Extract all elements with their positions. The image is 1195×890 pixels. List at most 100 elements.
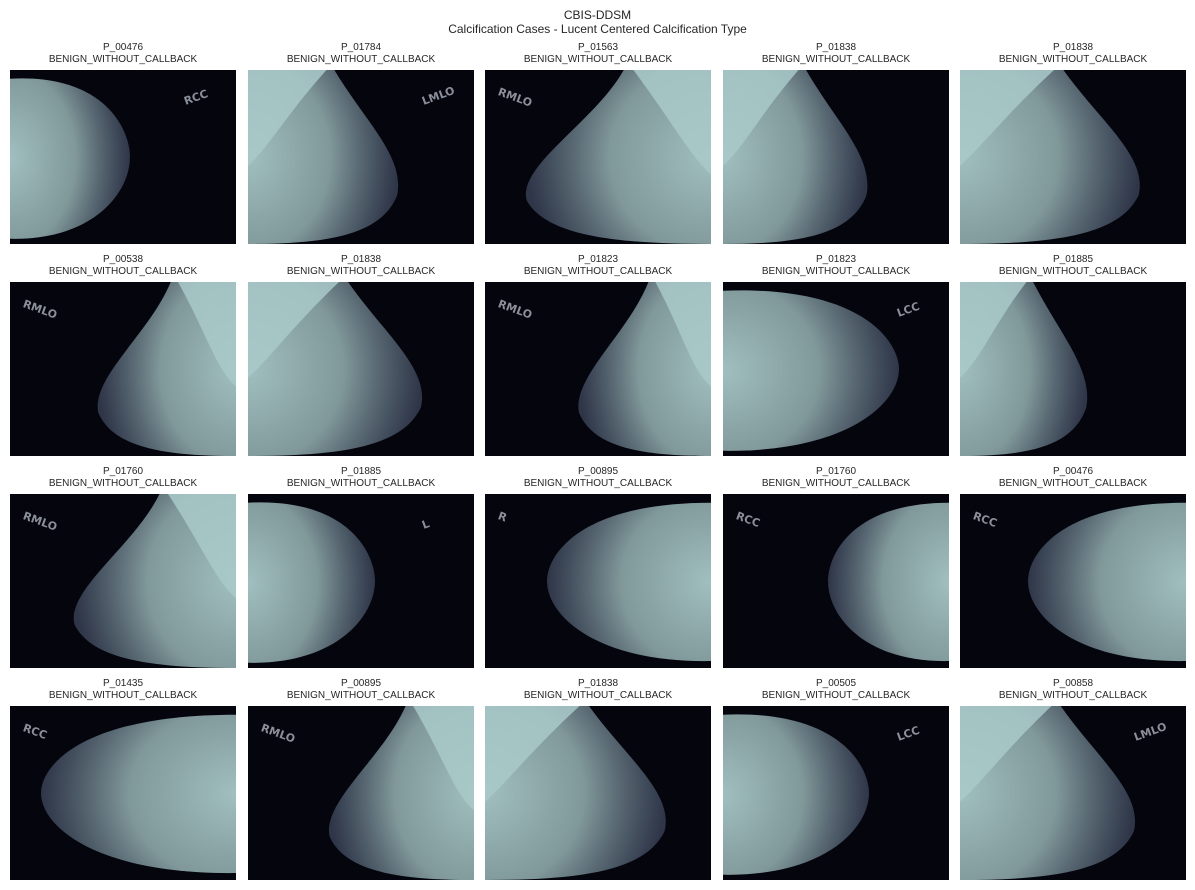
mammogram-image [485,706,711,880]
panel-patient-id: P_01563 [485,42,711,54]
panel-pathology: BENIGN_WITHOUT_CALLBACK [10,54,236,66]
panel-pathology: BENIGN_WITHOUT_CALLBACK [10,266,236,278]
panel-patient-id: P_01885 [248,466,474,478]
panel-pathology: BENIGN_WITHOUT_CALLBACK [10,478,236,490]
mammogram-svg [960,70,1186,244]
mammogram-svg [485,706,711,880]
mammogram-panel: P_01760 BENIGN_WITHOUT_CALLBACK RMLO [10,466,236,489]
mammogram-panel: P_00858 BENIGN_WITHOUT_CALLBACK LMLO [960,678,1186,701]
mammogram-image: RCC [723,494,949,668]
mammogram-svg: RMLO [10,282,236,456]
mammogram-panel: P_01784 BENIGN_WITHOUT_CALLBACK LMLO [248,42,474,65]
panel-patient-id: P_01760 [10,466,236,478]
panel-pathology: BENIGN_WITHOUT_CALLBACK [10,690,236,702]
mammogram-panel: P_01823 BENIGN_WITHOUT_CALLBACK LCC [723,254,949,277]
mammogram-svg: LMLO [960,706,1186,880]
mammogram-panel: P_00476 BENIGN_WITHOUT_CALLBACK RCC [960,466,1186,489]
mammogram-image: R [485,494,711,668]
panel-pathology: BENIGN_WITHOUT_CALLBACK [723,478,949,490]
panel-patient-id: P_01838 [248,254,474,266]
mammogram-panel: P_00538 BENIGN_WITHOUT_CALLBACK RMLO [10,254,236,277]
mammogram-svg: RCC [10,70,236,244]
mammogram-image: LCC [723,282,949,456]
mammogram-image [960,282,1186,456]
panel-patient-id: P_00858 [960,678,1186,690]
mammogram-svg [960,282,1186,456]
panel-patient-id: P_01760 [723,466,949,478]
panel-patient-id: P_00538 [10,254,236,266]
mammogram-image [723,70,949,244]
mammogram-image: RMLO [485,282,711,456]
mammogram-svg: LCC [723,706,949,880]
panel-patient-id: P_00895 [485,466,711,478]
panel-patient-id: P_01838 [485,678,711,690]
mammogram-image: RMLO [10,494,236,668]
mammogram-image [960,70,1186,244]
mammogram-image: RMLO [485,70,711,244]
panel-pathology: BENIGN_WITHOUT_CALLBACK [723,690,949,702]
mammogram-panel: P_01563 BENIGN_WITHOUT_CALLBACK RMLO [485,42,711,65]
mammogram-panel: P_01838 BENIGN_WITHOUT_CALLBACK [723,42,949,65]
panel-patient-id: P_00476 [10,42,236,54]
mammogram-image: RMLO [10,282,236,456]
panel-pathology: BENIGN_WITHOUT_CALLBACK [248,54,474,66]
panel-pathology: BENIGN_WITHOUT_CALLBACK [485,690,711,702]
mammogram-panel: P_01838 BENIGN_WITHOUT_CALLBACK [485,678,711,701]
mammogram-svg: RMLO [248,706,474,880]
panel-pathology: BENIGN_WITHOUT_CALLBACK [248,690,474,702]
panel-pathology: BENIGN_WITHOUT_CALLBACK [723,54,949,66]
panel-patient-id: P_01885 [960,254,1186,266]
panel-patient-id: P_01784 [248,42,474,54]
mammogram-svg: R [485,494,711,668]
mammogram-image: RCC [10,70,236,244]
mammogram-panel: P_00505 BENIGN_WITHOUT_CALLBACK LCC [723,678,949,701]
panel-patient-id: P_00895 [248,678,474,690]
figure-title: CBIS-DDSM [0,8,1195,22]
mammogram-svg: LMLO [248,70,474,244]
mammogram-svg: RMLO [10,494,236,668]
panel-pathology: BENIGN_WITHOUT_CALLBACK [960,478,1186,490]
mammogram-image: RMLO [248,706,474,880]
mammogram-panel: P_00895 BENIGN_WITHOUT_CALLBACK RMLO [248,678,474,701]
panel-pathology: BENIGN_WITHOUT_CALLBACK [723,266,949,278]
panel-patient-id: P_00505 [723,678,949,690]
mammogram-svg: RCC [723,494,949,668]
mammogram-svg [248,282,474,456]
panel-pathology: BENIGN_WITHOUT_CALLBACK [960,54,1186,66]
panel-patient-id: P_00476 [960,466,1186,478]
mammogram-panel: P_00476 BENIGN_WITHOUT_CALLBACK RCC [10,42,236,65]
mammogram-panel: P_00895 BENIGN_WITHOUT_CALLBACK R [485,466,711,489]
mammogram-image: RCC [960,494,1186,668]
panel-pathology: BENIGN_WITHOUT_CALLBACK [248,266,474,278]
mammogram-image [248,282,474,456]
mammogram-svg: RCC [10,706,236,880]
panel-patient-id: P_01823 [723,254,949,266]
panel-pathology: BENIGN_WITHOUT_CALLBACK [485,54,711,66]
panel-patient-id: P_01823 [485,254,711,266]
panel-patient-id: P_01435 [10,678,236,690]
mammogram-svg: RMLO [485,282,711,456]
panel-patient-id: P_01838 [723,42,949,54]
panel-pathology: BENIGN_WITHOUT_CALLBACK [960,266,1186,278]
mammogram-svg [723,70,949,244]
panel-pathology: BENIGN_WITHOUT_CALLBACK [248,478,474,490]
figure-subtitle: Calcification Cases - Lucent Centered Ca… [0,22,1195,36]
mammogram-panel: P_01838 BENIGN_WITHOUT_CALLBACK [248,254,474,277]
mammogram-panel: P_01885 BENIGN_WITHOUT_CALLBACK L [248,466,474,489]
panel-pathology: BENIGN_WITHOUT_CALLBACK [485,266,711,278]
panel-pathology: BENIGN_WITHOUT_CALLBACK [485,478,711,490]
mammogram-image: RCC [10,706,236,880]
panel-patient-id: P_01838 [960,42,1186,54]
mammogram-image: LCC [723,706,949,880]
mammogram-svg: L [248,494,474,668]
mammogram-svg: LCC [723,282,949,456]
mammogram-image: LMLO [960,706,1186,880]
mammogram-panel: P_01885 BENIGN_WITHOUT_CALLBACK [960,254,1186,277]
mammogram-panel: P_01838 BENIGN_WITHOUT_CALLBACK [960,42,1186,65]
mammogram-svg: RMLO [485,70,711,244]
mammogram-image: LMLO [248,70,474,244]
mammogram-panel: P_01823 BENIGN_WITHOUT_CALLBACK RMLO [485,254,711,277]
panel-pathology: BENIGN_WITHOUT_CALLBACK [960,690,1186,702]
mammogram-panel: P_01760 BENIGN_WITHOUT_CALLBACK RCC [723,466,949,489]
mammogram-svg: RCC [960,494,1186,668]
